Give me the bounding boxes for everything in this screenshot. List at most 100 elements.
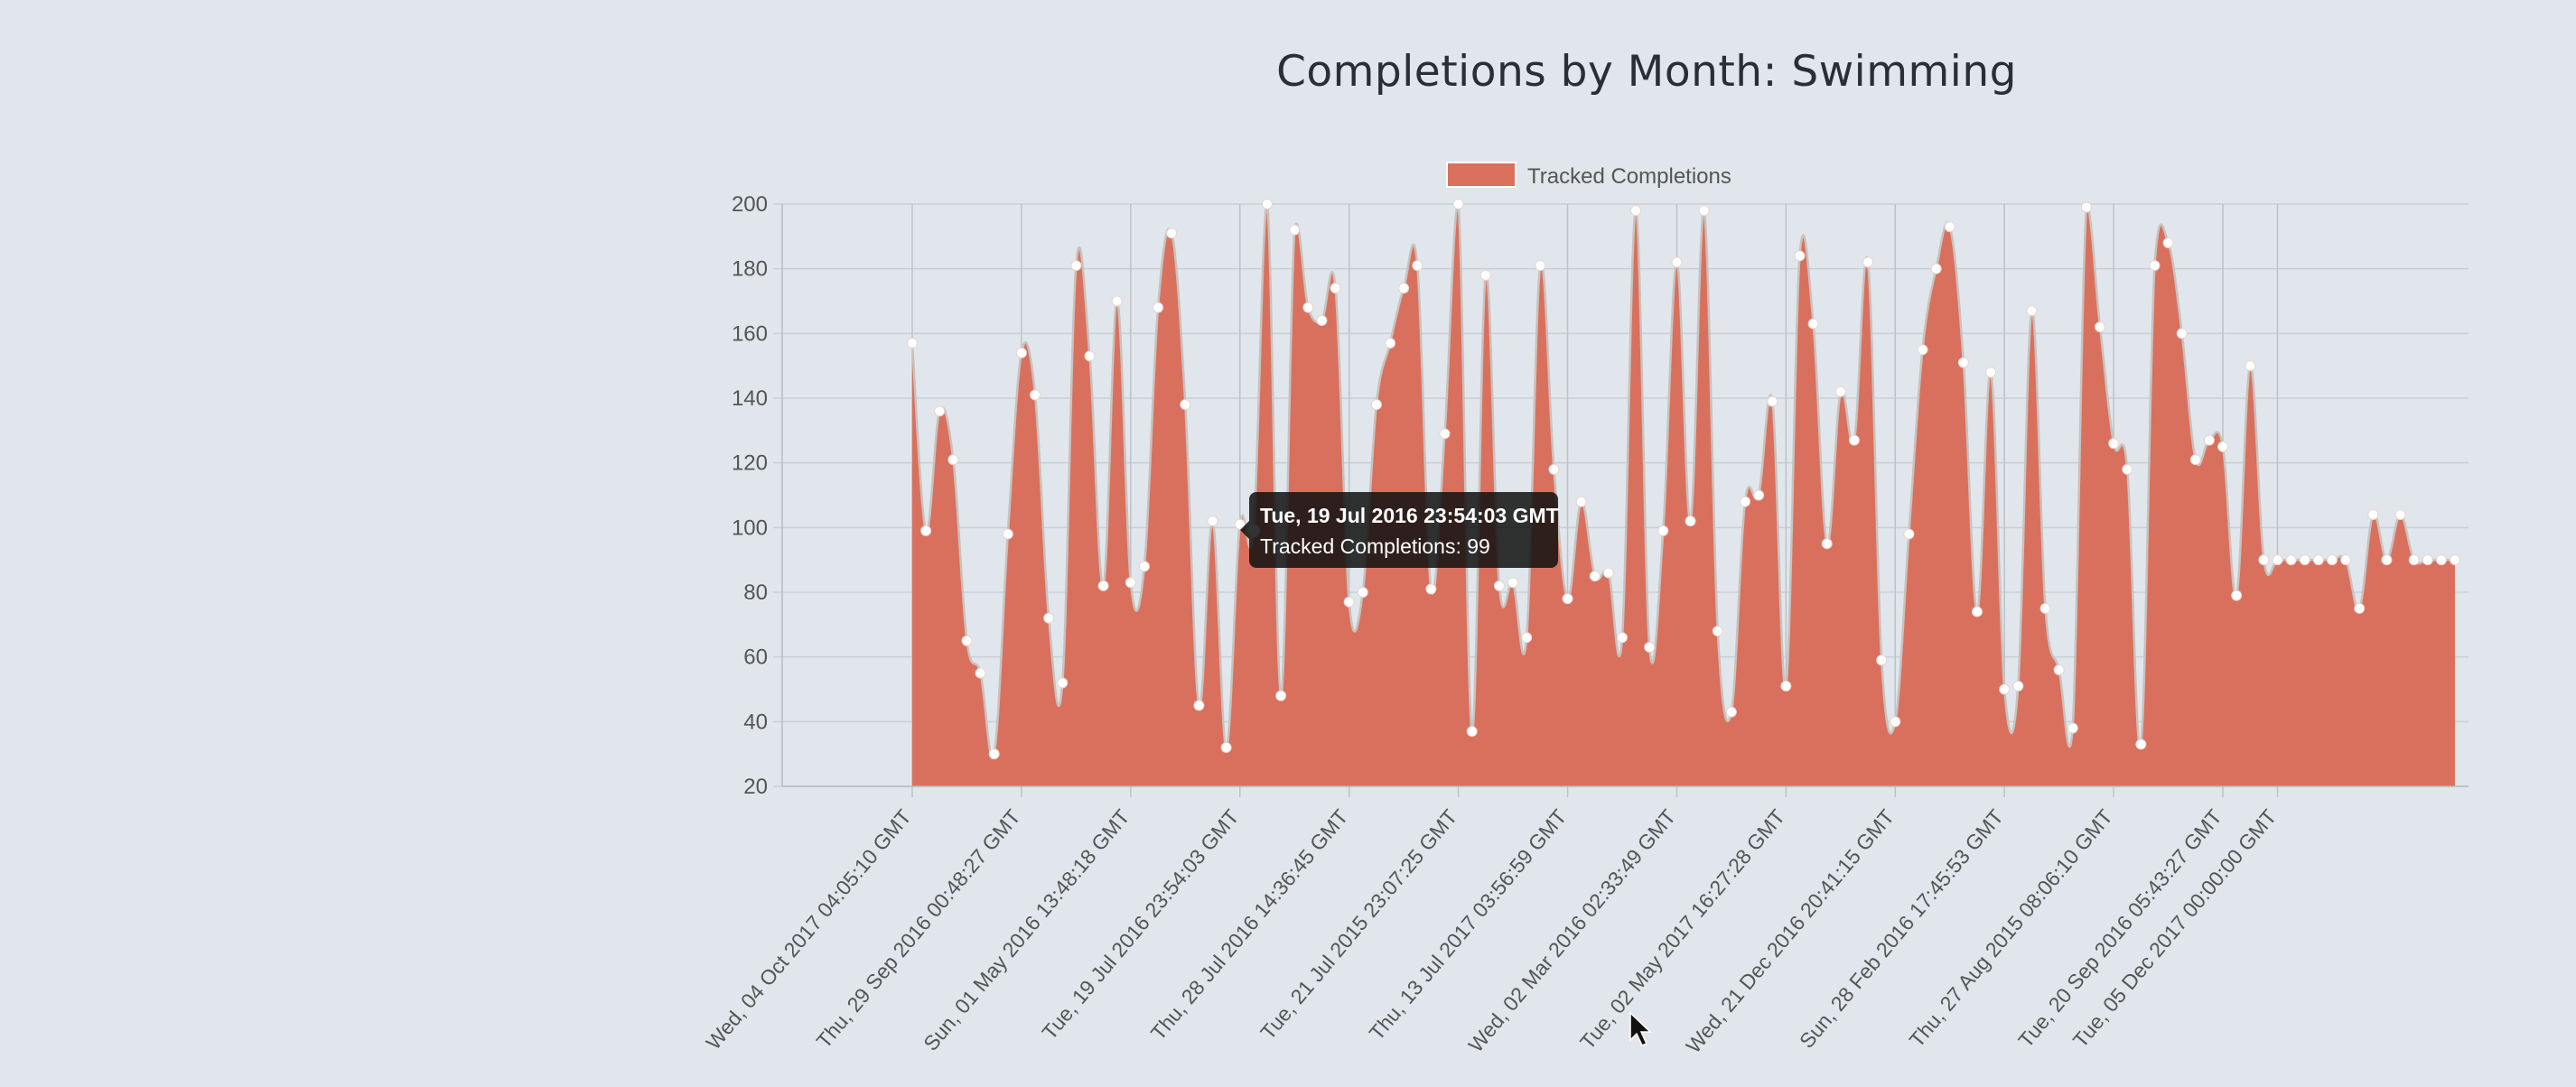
data-point[interactable] xyxy=(1084,350,1096,362)
data-point[interactable] xyxy=(1412,260,1423,272)
data-point[interactable] xyxy=(2162,237,2174,248)
data-point[interactable] xyxy=(2176,328,2188,339)
data-point[interactable] xyxy=(1125,577,1136,589)
data-point[interactable] xyxy=(2122,463,2133,475)
data-point[interactable] xyxy=(2189,454,2201,466)
data-point[interactable] xyxy=(1602,567,1614,579)
data-point[interactable] xyxy=(1180,399,1191,411)
data-point[interactable] xyxy=(1657,525,1669,536)
data-point[interactable] xyxy=(1903,528,1915,540)
data-point[interactable] xyxy=(2095,321,2106,333)
data-point[interactable] xyxy=(2312,554,2324,566)
data-point[interactable] xyxy=(2422,554,2433,566)
data-point[interactable] xyxy=(920,525,932,536)
data-point[interactable] xyxy=(2026,305,2038,317)
data-point[interactable] xyxy=(1302,302,1314,313)
legend-swatch[interactable] xyxy=(1446,162,1517,188)
data-point[interactable] xyxy=(947,454,959,466)
data-point[interactable] xyxy=(2340,554,2352,566)
data-point[interactable] xyxy=(2053,664,2065,675)
data-point[interactable] xyxy=(1207,516,1218,527)
data-point[interactable] xyxy=(2217,441,2229,452)
data-point[interactable] xyxy=(934,405,946,417)
data-point[interactable] xyxy=(2231,590,2243,601)
data-point[interactable] xyxy=(1753,489,1765,501)
data-point[interactable] xyxy=(1166,228,1178,239)
data-point[interactable] xyxy=(1725,706,1737,718)
data-point[interactable] xyxy=(1780,680,1792,692)
data-point[interactable] xyxy=(1357,587,1368,598)
data-point[interactable] xyxy=(1330,283,1341,294)
data-point[interactable] xyxy=(1466,726,1478,738)
data-point[interactable] xyxy=(1452,199,1464,209)
data-point[interactable] xyxy=(2080,201,2092,213)
legend[interactable]: Tracked Completions xyxy=(1446,162,1731,189)
data-point[interactable] xyxy=(2039,602,2051,614)
data-point[interactable] xyxy=(1985,367,1997,378)
data-point[interactable] xyxy=(1821,538,1833,550)
data-point[interactable] xyxy=(1767,395,1778,407)
data-point[interactable] xyxy=(2272,554,2283,566)
data-point[interactable] xyxy=(1712,626,1723,636)
data-point[interactable] xyxy=(1562,593,1573,605)
data-point[interactable] xyxy=(1316,315,1328,326)
data-point[interactable] xyxy=(1220,742,1232,753)
data-point[interactable] xyxy=(1138,561,1150,572)
data-point[interactable] xyxy=(1630,205,1642,217)
data-point[interactable] xyxy=(1385,338,1396,349)
data-point[interactable] xyxy=(1507,577,1519,589)
data-point[interactable] xyxy=(1030,389,1041,401)
legend-label[interactable]: Tracked Completions xyxy=(1527,164,1731,189)
data-point[interactable] xyxy=(1261,199,1273,209)
data-point[interactable] xyxy=(1575,496,1587,507)
data-point[interactable] xyxy=(2435,554,2447,566)
data-point[interactable] xyxy=(2258,554,2270,566)
data-point[interactable] xyxy=(1193,700,1205,711)
data-point[interactable] xyxy=(1548,463,1560,475)
data-point[interactable] xyxy=(1479,269,1491,281)
data-point[interactable] xyxy=(1794,250,1806,262)
data-point[interactable] xyxy=(1043,612,1055,624)
data-point[interactable] xyxy=(1535,260,1546,272)
data-point[interactable] xyxy=(2394,509,2406,520)
data-point[interactable] xyxy=(2408,554,2420,566)
data-point[interactable] xyxy=(1930,263,1942,274)
data-point[interactable] xyxy=(2203,434,2215,446)
data-point[interactable] xyxy=(988,748,1000,760)
data-point[interactable] xyxy=(2299,554,2310,566)
data-point[interactable] xyxy=(1848,434,1860,446)
data-point[interactable] xyxy=(1002,528,1013,540)
data-point[interactable] xyxy=(2450,554,2460,566)
data-point[interactable] xyxy=(1521,632,1533,644)
data-point[interactable] xyxy=(2245,360,2256,372)
data-point[interactable] xyxy=(1834,386,1846,397)
data-point[interactable] xyxy=(2381,554,2393,566)
data-point[interactable] xyxy=(1971,606,1983,618)
data-point[interactable] xyxy=(1944,221,1955,233)
data-point[interactable] xyxy=(2285,554,2297,566)
data-point[interactable] xyxy=(1740,496,1751,507)
data-point[interactable] xyxy=(1493,580,1505,591)
data-point[interactable] xyxy=(2354,602,2366,614)
data-point[interactable] xyxy=(1398,283,1410,294)
data-point[interactable] xyxy=(1671,256,1683,268)
data-point[interactable] xyxy=(2326,554,2338,566)
data-point[interactable] xyxy=(1111,295,1123,307)
data-point[interactable] xyxy=(1685,516,1696,527)
data-point[interactable] xyxy=(1876,655,1888,666)
data-point[interactable] xyxy=(1275,690,1287,701)
data-point[interactable] xyxy=(1015,347,1027,358)
data-point[interactable] xyxy=(1097,580,1109,591)
data-point[interactable] xyxy=(1807,318,1819,330)
data-point[interactable] xyxy=(1616,632,1628,644)
data-point[interactable] xyxy=(1644,641,1656,653)
data-point[interactable] xyxy=(1343,596,1355,608)
data-point[interactable] xyxy=(1070,260,1082,272)
data-point[interactable] xyxy=(1234,518,1246,530)
data-point[interactable] xyxy=(2067,722,2078,734)
data-point[interactable] xyxy=(2012,680,2024,692)
data-point[interactable] xyxy=(2149,260,2161,272)
data-point[interactable] xyxy=(1957,357,1969,368)
data-point[interactable] xyxy=(961,635,973,646)
